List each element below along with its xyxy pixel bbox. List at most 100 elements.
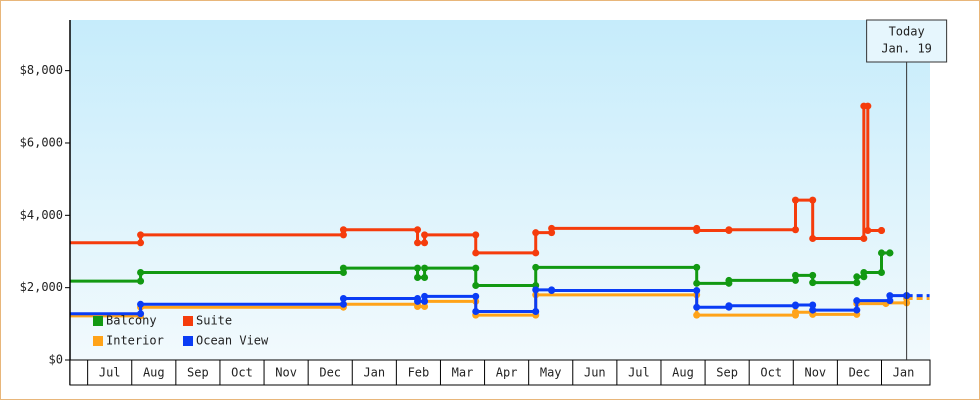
marker <box>809 271 817 279</box>
marker <box>693 263 701 271</box>
marker <box>725 279 733 287</box>
marker <box>877 268 885 276</box>
marker <box>532 286 540 294</box>
marker <box>414 274 422 282</box>
legend-label: Balcony <box>106 314 157 328</box>
series <box>70 102 885 257</box>
marker <box>725 227 733 235</box>
marker <box>877 227 885 235</box>
marker <box>791 226 799 234</box>
marker <box>886 292 894 300</box>
marker <box>532 229 540 237</box>
marker <box>339 295 347 303</box>
marker <box>137 310 145 318</box>
marker <box>472 231 480 239</box>
marker <box>414 226 422 234</box>
marker <box>472 264 480 272</box>
today-label: Today <box>889 25 925 39</box>
marker <box>886 249 894 257</box>
marker <box>532 308 540 316</box>
x-tick-label: Oct <box>231 366 253 380</box>
marker <box>472 249 480 257</box>
marker <box>472 281 480 289</box>
marker <box>414 264 422 272</box>
marker <box>693 311 701 319</box>
marker <box>137 239 145 247</box>
legend-swatch <box>93 316 103 326</box>
marker <box>421 264 429 272</box>
marker <box>725 303 733 311</box>
marker <box>339 300 347 308</box>
x-tick-label: Sep <box>187 366 209 380</box>
marker <box>693 224 701 232</box>
x-tick-label: Mar <box>452 366 474 380</box>
marker <box>532 263 540 271</box>
marker <box>421 297 429 305</box>
x-tick-label: Jan <box>363 366 385 380</box>
y-tick-label: $8,000 <box>20 63 63 77</box>
marker <box>414 295 422 303</box>
marker <box>421 292 429 300</box>
legend-swatch <box>183 336 193 346</box>
marker <box>548 229 556 237</box>
legend-swatch <box>183 316 193 326</box>
x-tick-label: May <box>540 366 562 380</box>
marker <box>532 249 540 257</box>
y-tick-label: $2,000 <box>20 280 63 294</box>
marker <box>693 303 701 311</box>
marker <box>791 196 799 204</box>
marker <box>809 306 817 314</box>
marker <box>421 274 429 282</box>
marker <box>791 271 799 279</box>
marker <box>853 306 861 314</box>
marker <box>339 231 347 239</box>
marker <box>877 249 885 257</box>
today-label: Jan. 19 <box>881 42 932 56</box>
x-tick-label: Oct <box>760 366 782 380</box>
marker <box>809 234 817 242</box>
legend-swatch <box>93 336 103 346</box>
x-tick-label: Dec <box>319 366 341 380</box>
marker <box>791 311 799 319</box>
x-tick-label: Jan <box>893 366 915 380</box>
marker <box>137 277 145 285</box>
marker <box>339 268 347 276</box>
x-tick-label: Nov <box>804 366 826 380</box>
marker <box>860 234 868 242</box>
marker <box>693 287 701 295</box>
x-axis-band <box>69 359 931 386</box>
marker <box>339 226 347 234</box>
marker <box>421 239 429 247</box>
marker <box>548 286 556 294</box>
marker <box>809 279 817 287</box>
plot-area <box>70 20 930 360</box>
marker <box>864 102 872 110</box>
marker <box>853 297 861 305</box>
marker <box>809 196 817 204</box>
marker <box>886 297 894 305</box>
marker <box>791 302 799 310</box>
y-tick-label: $4,000 <box>20 208 63 222</box>
marker <box>860 273 868 281</box>
x-tick-label: Sep <box>716 366 738 380</box>
y-tick-label: $6,000 <box>20 135 63 149</box>
marker <box>421 231 429 239</box>
marker <box>853 279 861 287</box>
x-tick-label: Aug <box>143 366 165 380</box>
x-tick-label: Nov <box>275 366 297 380</box>
x-tick-label: Jun <box>584 366 606 380</box>
marker <box>853 273 861 281</box>
marker <box>791 276 799 284</box>
marker <box>472 292 480 300</box>
y-tick-label: $0 <box>49 353 63 367</box>
marker <box>693 279 701 287</box>
marker <box>137 300 145 308</box>
marker <box>421 302 429 310</box>
x-tick-label: Jul <box>99 366 121 380</box>
x-tick-label: Apr <box>496 366 518 380</box>
legend-label: Ocean View <box>196 334 269 348</box>
today-box <box>866 19 948 63</box>
marker <box>472 308 480 316</box>
